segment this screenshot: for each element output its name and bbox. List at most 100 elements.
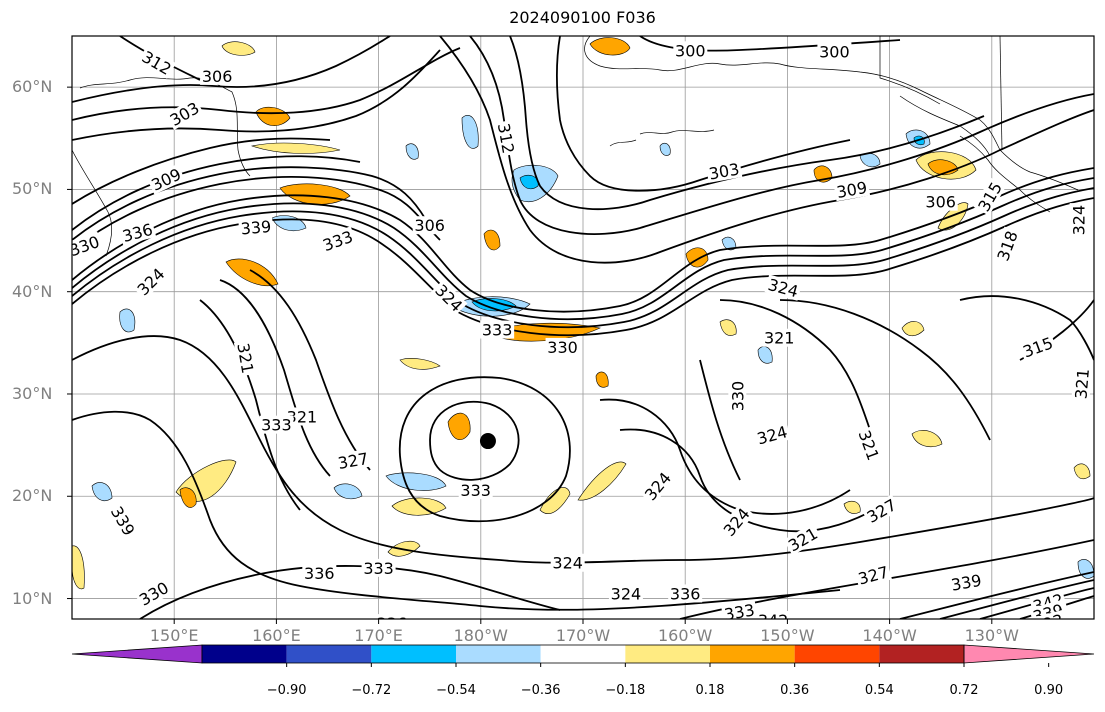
contour-label: 333 [363,559,394,578]
contour-label: 327 [1031,621,1065,647]
colorbar-segment [540,645,626,663]
contour-label-gap [728,379,747,414]
shade-patch [901,321,925,337]
shade-patch [483,229,501,251]
colorbar-segment [286,645,372,663]
longitude-label: 150°E [149,626,199,645]
latitude-label: 20°N [12,486,53,506]
shade-patch [447,412,471,441]
longitude-label: 170°W [555,626,611,645]
shade-patch [843,500,861,514]
contour-label-gap [705,159,743,183]
shade-patch [255,106,291,126]
contour-label-gap [673,41,708,60]
contour-label-gap [550,553,585,572]
contour-line [72,49,441,141]
contour-label-gap [1071,366,1093,402]
contour-label-gap [480,320,515,339]
shade-patch [461,115,479,149]
contour-label-gap [238,216,274,238]
shade-patch [179,487,197,508]
contour-label-gap [833,177,871,202]
contour-label: 336 [304,564,335,583]
contour-label-gap [721,600,758,619]
contour-label-gap [430,279,468,317]
contour-label: 336 [377,614,408,633]
contour-line [639,36,901,52]
contour-label-gap [137,46,177,79]
contour-label: 336 [670,584,701,603]
contour-label-gap [412,216,447,235]
map-title: 2024090100 F036 [509,8,656,27]
shade-patch [119,308,136,333]
latitude-label: 30°N [12,383,53,403]
shade-patch [659,142,671,156]
colorbar-extend-low [71,644,203,664]
contour-label-gap [146,163,186,195]
colorbar-tick-label: −0.36 [520,683,561,698]
longitude-label: 170°E [354,626,403,645]
contour-label-gap [1029,599,1067,619]
axis-ticks [67,86,993,624]
contour-line [719,299,871,431]
map-content: 312 3063033093393363303243063333243213213… [72,36,1094,647]
contour-line [199,299,301,511]
contour-label-gap [764,274,803,301]
national-border [879,36,941,105]
colorbar-tick-label: −0.54 [436,683,476,698]
contour-label-gap [334,448,372,473]
contour-line [72,137,331,205]
contour-line [249,269,371,471]
contour-label-gap [862,494,901,527]
contour-label-gap [718,503,755,541]
shade-patch [911,430,943,447]
contour-label-gap [458,481,493,500]
contour-label-gap [494,119,519,157]
shade-patch [577,461,627,501]
contour-label-gap [132,263,170,300]
shade-patch [1073,463,1091,480]
contour-label-gap [817,42,852,61]
contour-line [72,176,441,251]
contour-line [899,571,1094,619]
contour-label-gap [106,501,140,541]
colorbar-segment [625,645,710,663]
contour-line [72,36,391,103]
contour-label-gap [973,177,1007,216]
contour-label-gap [668,584,703,603]
shade-patch [399,358,441,370]
contour-line [219,279,331,477]
colorbar-segment [794,645,880,663]
colorbar-extend-high [963,644,1095,664]
shade-patch [589,37,631,56]
contour-label: 330 [547,338,578,357]
contour-label-gap [854,561,892,589]
contour-label: 324 [1070,205,1089,236]
contour-line [72,187,1094,329]
contour-line [556,36,851,192]
shade-patch [391,497,447,516]
contour-label: 306 [414,216,445,235]
contour-label-gap [374,614,409,619]
shade-patch [539,487,571,514]
contour-line [72,167,1094,313]
colorbar-segment [371,645,456,663]
contour-label-gap [200,66,235,85]
contour-label: 321 [1071,368,1093,400]
contour-label-gap [608,584,643,603]
contour-label: 324 [611,584,642,603]
contour-line [619,428,891,533]
longitude-label: 180°W [453,626,508,645]
contour-label: 330 [728,381,747,412]
contour-label-gap [854,426,884,465]
contour-label: 300 [675,41,706,60]
contour-line [72,155,361,231]
contour-label-gap [923,192,958,211]
colorbar-segment [879,645,964,663]
contour-label-gap [318,226,357,255]
contour-label: 300 [819,42,850,61]
colorbar-tick-label: 0.54 [864,683,894,698]
contour-label-gap [284,407,319,426]
contour-label: 339 [240,217,272,239]
coastline [72,149,112,257]
